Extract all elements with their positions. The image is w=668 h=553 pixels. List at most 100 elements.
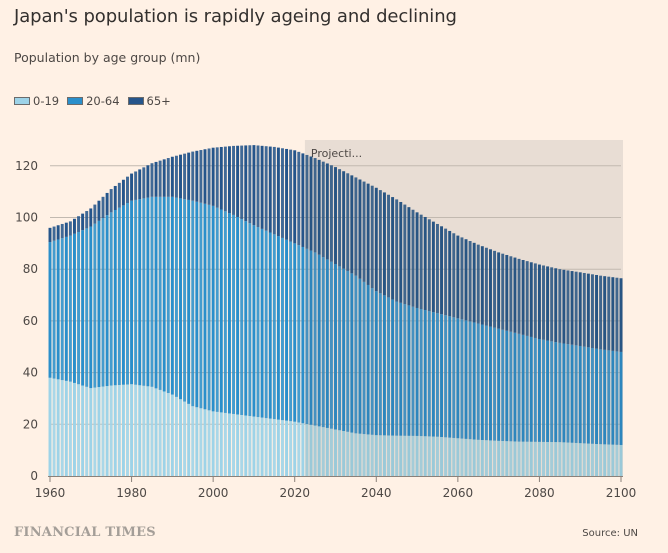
bar-20-64-2061 — [460, 319, 464, 439]
bar-year-2055 — [435, 223, 439, 476]
bar-year-2017 — [281, 148, 284, 476]
y-tick-label: 20 — [23, 417, 38, 431]
bar-year-2027 — [321, 161, 325, 476]
bar-20-64-1972 — [97, 220, 101, 388]
bar-0-19-2032 — [342, 431, 346, 476]
bar-year-2046 — [399, 201, 403, 476]
bar-65plus-2092 — [586, 273, 590, 348]
bar-year-2096 — [603, 276, 607, 476]
bar-65plus-2013 — [264, 146, 268, 231]
bar-20-64-2034 — [350, 273, 354, 433]
bar-65plus-2020 — [293, 150, 297, 244]
bar-65plus-1979 — [126, 176, 129, 204]
bar-20-64-1991 — [174, 197, 178, 397]
bar-65plus-2041 — [378, 190, 382, 294]
bar-0-19-1982 — [138, 385, 142, 476]
bar-20-64-2063 — [468, 321, 472, 440]
bar-65plus-2096 — [603, 276, 607, 350]
bar-year-1981 — [134, 171, 138, 476]
bar-20-64-1969 — [85, 228, 89, 387]
bar-0-19-2097 — [607, 444, 611, 476]
bar-65plus-2067 — [484, 247, 488, 326]
bar-0-19-2010 — [252, 416, 256, 476]
bar-20-64-2097 — [607, 350, 611, 445]
bar-65plus-1998 — [203, 149, 207, 204]
bar-20-64-2033 — [346, 271, 350, 432]
bar-65plus-2099 — [615, 277, 619, 352]
bar-0-19-2066 — [480, 440, 484, 476]
bar-20-64-2054 — [431, 312, 435, 437]
bar-20-64-1966 — [73, 233, 76, 383]
bar-20-64-2086 — [562, 343, 566, 443]
bar-0-19-2021 — [297, 422, 301, 476]
y-tick-label: 0 — [30, 469, 38, 483]
bar-20-64-2082 — [546, 340, 550, 442]
bar-65plus-2007 — [240, 145, 244, 220]
bar-20-64-2042 — [382, 295, 386, 436]
bar-year-2000 — [211, 147, 215, 476]
bar-0-19-2008 — [244, 415, 248, 476]
bar-20-64-2076 — [521, 334, 525, 442]
bar-0-19-1967 — [77, 384, 81, 476]
bar-20-64-1983 — [142, 198, 146, 386]
bar-20-64-2096 — [603, 349, 607, 445]
bar-65plus-2062 — [464, 239, 468, 321]
bar-65plus-2050 — [415, 212, 419, 308]
chart-subtitle: Population by age group (mn) — [14, 50, 201, 65]
bar-20-64-1971 — [93, 223, 97, 388]
bar-65plus-2097 — [607, 276, 611, 351]
bar-year-2042 — [382, 192, 386, 476]
bar-20-64-2011 — [256, 227, 260, 418]
bar-year-2013 — [264, 146, 268, 476]
bar-65plus-1984 — [146, 165, 150, 198]
bar-0-19-1978 — [121, 384, 125, 476]
bar-0-19-1968 — [81, 385, 85, 476]
bar-0-19-2020 — [293, 421, 297, 476]
bar-65plus-2043 — [387, 194, 390, 298]
legend-swatch-0-19 — [14, 97, 30, 105]
bar-20-64-2026 — [317, 254, 321, 427]
bar-65plus-1987 — [158, 160, 162, 197]
bar-65plus-2070 — [497, 252, 501, 329]
bar-year-2019 — [289, 149, 293, 476]
bar-20-64-2087 — [566, 344, 570, 443]
bar-65plus-2080 — [537, 264, 541, 339]
bar-year-2091 — [582, 272, 586, 476]
bar-year-2093 — [590, 274, 594, 476]
bar-65plus-2018 — [285, 148, 289, 240]
bar-20-64-2017 — [281, 237, 284, 421]
bar-year-1965 — [68, 221, 72, 476]
bar-0-19-2095 — [599, 444, 603, 476]
bar-20-64-1994 — [187, 199, 191, 404]
bar-20-64-2004 — [227, 213, 231, 414]
bar-0-19-1965 — [68, 381, 72, 476]
bar-year-2024 — [309, 156, 313, 476]
bar-year-1993 — [183, 153, 187, 476]
bar-65plus-2082 — [546, 266, 550, 341]
bar-20-64-1978 — [121, 205, 125, 385]
bar-20-64-2095 — [599, 349, 603, 445]
bar-year-2023 — [305, 154, 309, 476]
bar-0-19-2001 — [215, 411, 219, 476]
legend-label: 20-64 — [86, 94, 120, 108]
bar-0-19-2058 — [448, 437, 452, 476]
bar-20-64-2019 — [289, 241, 293, 422]
bar-20-64-2012 — [260, 228, 264, 418]
x-tick-label: 1960 — [35, 486, 66, 500]
bar-year-2037 — [362, 181, 366, 476]
bar-65plus-1988 — [162, 159, 166, 197]
y-tick-label: 60 — [23, 314, 38, 328]
bar-0-19-2096 — [603, 444, 607, 476]
bar-0-19-1993 — [183, 401, 187, 476]
bar-65plus-2084 — [554, 268, 558, 343]
bar-0-19-2092 — [586, 443, 590, 476]
bar-0-19-1971 — [93, 387, 97, 476]
bar-20-64-1961 — [52, 240, 56, 379]
bar-year-2028 — [325, 163, 329, 476]
bar-20-64-2048 — [407, 305, 411, 436]
bar-20-64-2051 — [419, 309, 423, 437]
bar-20-64-1987 — [158, 196, 162, 390]
y-tick-label: 40 — [23, 366, 38, 380]
bar-65plus-2057 — [444, 228, 448, 316]
bar-year-1961 — [52, 226, 56, 476]
